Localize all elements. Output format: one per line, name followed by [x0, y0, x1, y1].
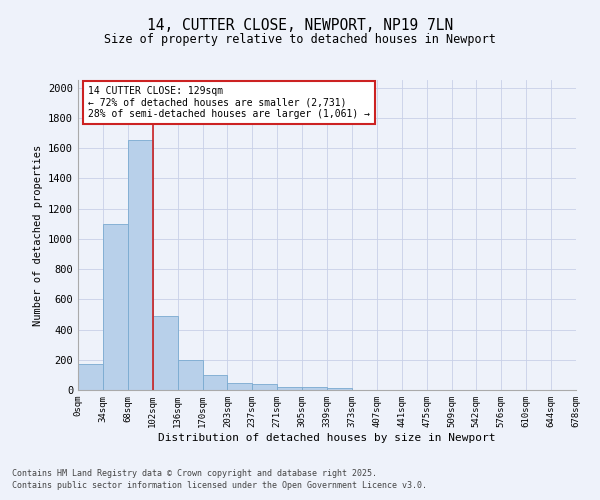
- Text: 14 CUTTER CLOSE: 129sqm
← 72% of detached houses are smaller (2,731)
28% of semi: 14 CUTTER CLOSE: 129sqm ← 72% of detache…: [88, 86, 370, 120]
- Bar: [277, 386, 302, 390]
- Bar: [178, 360, 203, 390]
- Bar: [203, 375, 227, 390]
- Bar: [302, 386, 327, 390]
- Text: Size of property relative to detached houses in Newport: Size of property relative to detached ho…: [104, 32, 496, 46]
- X-axis label: Distribution of detached houses by size in Newport: Distribution of detached houses by size …: [158, 432, 496, 442]
- Bar: [152, 316, 178, 390]
- Bar: [78, 364, 103, 390]
- Bar: [103, 224, 128, 390]
- Bar: [327, 388, 352, 390]
- Bar: [253, 384, 277, 390]
- Text: Contains public sector information licensed under the Open Government Licence v3: Contains public sector information licen…: [12, 481, 427, 490]
- Bar: [128, 140, 153, 390]
- Text: 14, CUTTER CLOSE, NEWPORT, NP19 7LN: 14, CUTTER CLOSE, NEWPORT, NP19 7LN: [147, 18, 453, 32]
- Text: Contains HM Land Registry data © Crown copyright and database right 2025.: Contains HM Land Registry data © Crown c…: [12, 468, 377, 477]
- Y-axis label: Number of detached properties: Number of detached properties: [32, 144, 43, 326]
- Bar: [227, 383, 253, 390]
